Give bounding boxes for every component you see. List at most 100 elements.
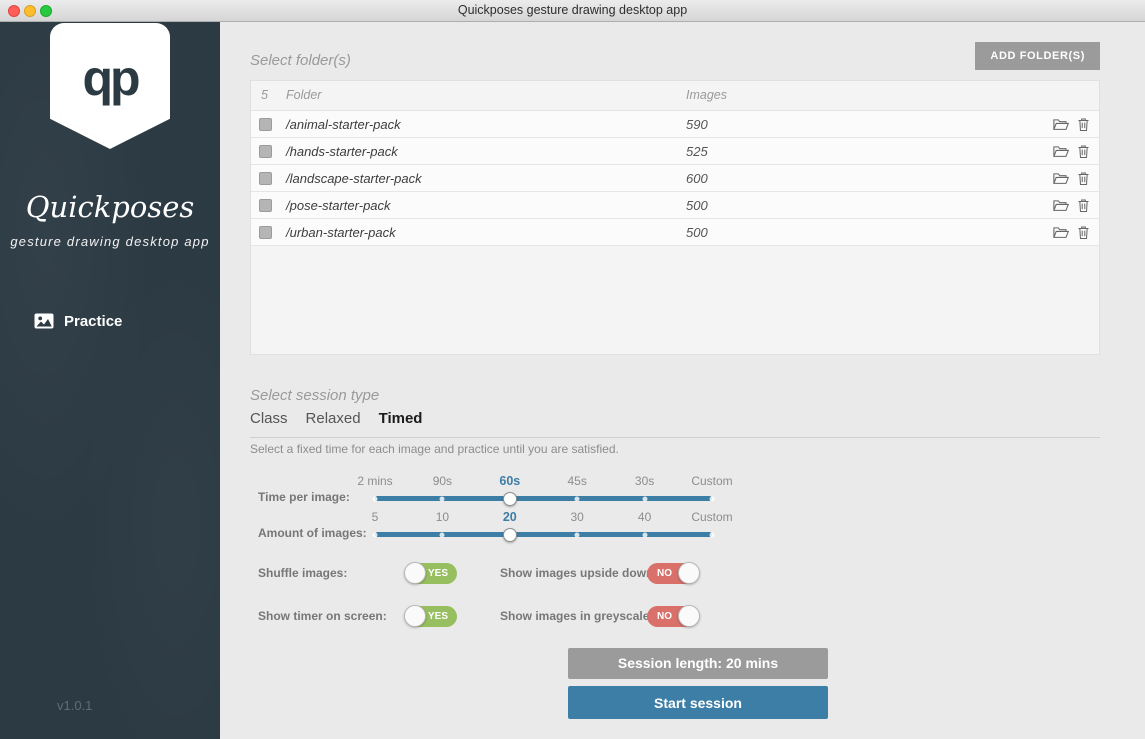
slider-option[interactable]: 45s [567, 474, 587, 488]
toggle-switch-yes[interactable]: YES [404, 605, 457, 627]
amount-slider-zone: 5 10 20 30 40 Custom [371, 510, 733, 550]
toggle-knob[interactable] [404, 605, 426, 627]
folder-checkbox[interactable] [259, 226, 272, 239]
toggle-knob[interactable] [678, 562, 700, 584]
sidebar: qp Quickposes gesture drawing desktop ap… [0, 22, 220, 739]
amount-slider: Amount of images: 5 10 20 30 40 Custom [250, 510, 1100, 550]
slider-stop-dot [439, 496, 445, 501]
slider-stop-dot [709, 496, 715, 501]
app-version: v1.0.1 [57, 698, 93, 713]
slider-stop-dot [439, 532, 445, 537]
folder-name: /pose-starter-pack [286, 198, 391, 213]
time-slider-track[interactable] [372, 491, 715, 506]
open-folder-icon[interactable] [1053, 145, 1069, 158]
toggle-switch-no[interactable]: NO [647, 562, 700, 584]
amount-slider-options: 5 10 20 30 40 Custom [371, 510, 733, 524]
zoom-window-button[interactable] [40, 5, 52, 17]
folder-checkbox[interactable] [259, 199, 272, 212]
folder-images-count: 600 [686, 171, 708, 186]
folders-section-heading: Select folder(s) [250, 52, 351, 69]
slider-option[interactable]: 10 [435, 510, 450, 524]
folder-images-count: 590 [686, 117, 708, 132]
toggle-cell: Show images upside down: NO [492, 562, 1100, 586]
open-folder-icon[interactable] [1053, 172, 1069, 185]
sidebar-item-practice[interactable]: Practice [0, 306, 220, 336]
open-folder-icon[interactable] [1053, 118, 1069, 131]
row-actions [1053, 199, 1089, 212]
folder-images-count: 500 [686, 225, 708, 240]
picture-icon [34, 313, 54, 329]
toggle-cell: Show timer on screen: YES [250, 605, 492, 629]
toggle-value: NO [657, 611, 672, 622]
session-section-heading: Select session type [250, 387, 380, 404]
row-actions [1053, 226, 1089, 239]
toggle-grid: Shuffle images: YES Show images upside dow… [250, 562, 1100, 629]
trash-icon[interactable] [1078, 199, 1089, 212]
row-actions [1053, 145, 1089, 158]
table-row: /animal-starter-pack 590 [251, 111, 1099, 138]
toggle-label: Shuffle images: [258, 566, 348, 580]
folder-checkbox[interactable] [259, 118, 272, 131]
close-window-button[interactable] [8, 5, 20, 17]
open-folder-icon[interactable] [1053, 226, 1069, 239]
folder-images-count: 500 [686, 198, 708, 213]
slider-option[interactable]: 40 [637, 510, 652, 524]
slider-option[interactable]: 90s [432, 474, 453, 488]
trash-icon[interactable] [1078, 172, 1089, 185]
toggle-switch-yes[interactable]: YES [404, 562, 457, 584]
column-header-images: Images [686, 88, 727, 102]
brand-name: Quickposes [25, 190, 195, 224]
main-content: Select folder(s) ADD FOLDER(S) 5 Folder … [220, 22, 1145, 739]
toggle-value: YES [427, 611, 448, 622]
trash-icon[interactable] [1078, 118, 1089, 131]
toggle-cell: Show images in greyscale: NO [492, 605, 1100, 629]
slider-option[interactable]: 20 [502, 510, 517, 524]
amount-slider-track[interactable] [372, 527, 715, 542]
trash-icon[interactable] [1078, 226, 1089, 239]
session-tabs: Class Relaxed Timed [250, 410, 1100, 438]
tab-class[interactable]: Class [250, 410, 288, 427]
toggle-cell: Shuffle images: YES [250, 562, 492, 586]
app-logo: qp [50, 23, 170, 149]
minimize-window-button[interactable] [24, 5, 36, 17]
toggle-label: Show timer on screen: [258, 609, 387, 623]
slider-option[interactable]: 60s [499, 474, 521, 488]
slider-option[interactable]: Custom [691, 510, 733, 524]
slider-option[interactable]: 5 [371, 510, 379, 524]
session-length-display: Session length: 20 mins [568, 648, 828, 679]
toggle-switch-no[interactable]: NO [647, 605, 700, 627]
folder-images-count: 525 [686, 144, 708, 159]
toggle-label: Show images upside down: [500, 566, 658, 580]
toggle-value: YES [427, 568, 448, 579]
toggle-label: Show images in greyscale: [500, 609, 654, 623]
folder-table: 5 Folder Images /animal-starter-pack 590… [250, 80, 1100, 355]
add-folders-button[interactable]: ADD FOLDER(S) [975, 42, 1100, 70]
tab-timed[interactable]: Timed [378, 410, 423, 427]
slider-stop-dot [642, 532, 648, 537]
slider-knob[interactable] [502, 491, 517, 506]
sidebar-item-label: Practice [64, 312, 123, 330]
folder-checkbox[interactable] [259, 172, 272, 185]
start-session-button[interactable]: Start session [568, 686, 828, 719]
table-row: /urban-starter-pack 500 [251, 219, 1099, 246]
slider-option[interactable]: Custom [691, 474, 733, 488]
folder-name: /animal-starter-pack [286, 117, 401, 132]
slider-knob[interactable] [502, 527, 517, 542]
row-actions [1053, 118, 1089, 131]
slider-option[interactable]: 30 [570, 510, 584, 524]
column-header-folder: Folder [286, 88, 322, 102]
time-slider-label: Time per image: [258, 490, 350, 504]
toggle-value: NO [657, 568, 672, 579]
slider-option[interactable]: 30s [634, 474, 655, 488]
toggle-knob[interactable] [404, 562, 426, 584]
titlebar: Quickposes gesture drawing desktop app [0, 0, 1145, 22]
open-folder-icon[interactable] [1053, 199, 1069, 212]
toggle-knob[interactable] [678, 605, 700, 627]
slider-option[interactable]: 2 mins [357, 474, 393, 488]
slider-stop-dot [709, 532, 715, 537]
slider-stop-dot [574, 496, 580, 501]
tab-relaxed[interactable]: Relaxed [305, 410, 361, 427]
folder-checkbox[interactable] [259, 145, 272, 158]
trash-icon[interactable] [1078, 145, 1089, 158]
